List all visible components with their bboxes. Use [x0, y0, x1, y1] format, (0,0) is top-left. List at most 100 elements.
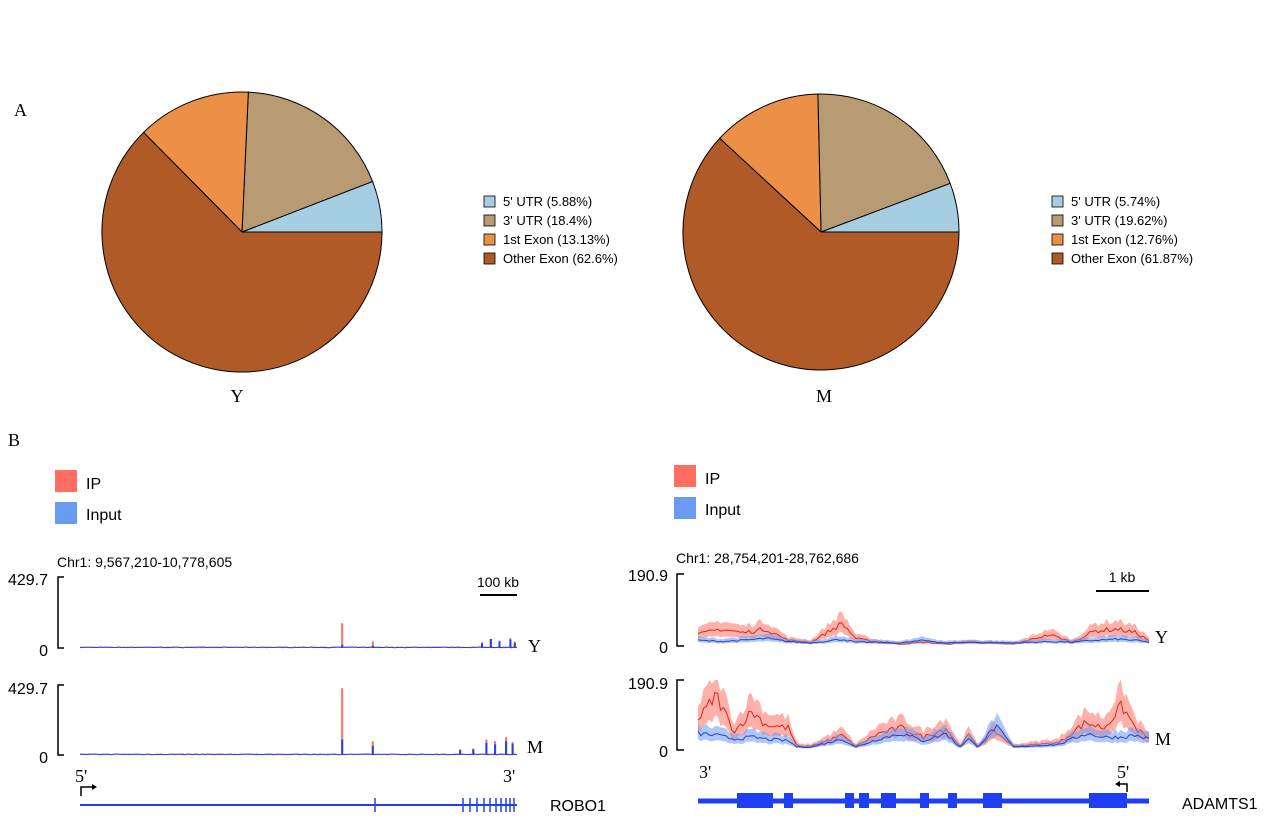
pie-slice-other-exon — [682, 137, 960, 371]
gene-end-right-adamts1: 5' — [1117, 762, 1129, 782]
legend-label-utr5: 5' UTR (5.88%) — [503, 194, 592, 209]
exon — [784, 793, 793, 808]
input-peak — [371, 746, 374, 755]
legend-swatch-utr3 — [483, 214, 496, 227]
input-confidence-band — [698, 633, 1149, 645]
pie-slice-exon1 — [142, 91, 249, 234]
input-peak — [494, 744, 497, 755]
input-mean-line — [697, 724, 1150, 748]
input-peak — [498, 641, 501, 648]
panel-label-a: A — [14, 100, 27, 120]
coverage-track-robo1-y — [79, 623, 518, 649]
coverage-track-adamts1-m — [697, 680, 1150, 749]
pie-slice-utr3 — [817, 93, 951, 233]
input-peak — [472, 749, 475, 755]
y-max-label-adamts1-m: 190.9 — [628, 676, 668, 693]
input-peak — [459, 750, 462, 755]
ip-peak — [371, 641, 374, 648]
tss-arrow-robo1 — [80, 786, 92, 796]
legend-label-exon1: 1st Exon (12.76%) — [1071, 232, 1178, 247]
scale-bar-label-right: 1 kb — [1109, 569, 1136, 585]
y-axis-adamts1-y — [676, 573, 684, 647]
exon — [859, 793, 869, 808]
legend-label-utr5: 5' UTR (5.74%) — [1071, 194, 1160, 209]
gene-end-left-adamts1: 3' — [699, 762, 711, 782]
pie-legend-m: 5' UTR (5.74%) 3' UTR (19.62%) 1st Exon (1… — [1051, 194, 1193, 266]
legend-label-ip-left: IP — [86, 476, 101, 493]
pie-sample-label-y: Y — [231, 386, 244, 406]
region-label-adamts1: Chr1: 28,754,201-28,762,686 — [676, 550, 859, 566]
legend-label-utr3: 3' UTR (18.4%) — [503, 213, 592, 228]
exon — [845, 793, 854, 808]
input-peak — [371, 645, 374, 648]
tss-arrowhead-adamts1 — [1115, 781, 1120, 787]
coverage-track-robo1-m — [79, 688, 518, 756]
tss-arrow-adamts1 — [1120, 783, 1128, 792]
ip-peak — [341, 623, 344, 648]
pie-sample-label-m: M — [816, 386, 832, 406]
y-max-label-robo1-m: 429.7 — [8, 681, 48, 698]
legend-swatch-utr3 — [1051, 214, 1064, 227]
exon — [983, 793, 1002, 808]
legend-swatch-input-left — [55, 502, 77, 524]
gene-end-right-robo1: 3' — [503, 766, 515, 786]
tss-arrowhead-robo1 — [92, 784, 97, 790]
input-peak — [489, 638, 492, 648]
legend-label-utr3: 3' UTR (19.62%) — [1071, 213, 1167, 228]
input-peak — [341, 644, 344, 648]
pie-legend-y: 5' UTR (5.88%) 3' UTR (18.4%) 1st Exon (13… — [483, 194, 618, 266]
ip-confidence-band — [698, 611, 1149, 645]
y-axis-robo1-m — [57, 684, 64, 756]
y-min-label-robo1-y: 0 — [39, 643, 48, 660]
gene-end-left-robo1: 5' — [75, 766, 87, 786]
input-peak — [341, 739, 344, 755]
legend-swatch-other-exon — [1051, 252, 1064, 265]
y-axis-robo1-y — [57, 576, 64, 649]
pie-slice-other-exon — [101, 131, 383, 373]
scale-bar-label-left: 100 kb — [477, 574, 519, 590]
legend-label-input-right: Input — [705, 502, 741, 519]
legend-swatch-utr5 — [1051, 195, 1064, 208]
legend-swatch-input-right — [674, 497, 696, 519]
legend-swatch-ip-right — [674, 465, 696, 487]
exon — [737, 793, 773, 808]
legend-label-other-exon: Other Exon (62.6%) — [503, 251, 618, 266]
exon — [948, 793, 957, 808]
input-peak — [511, 743, 514, 755]
exon — [1089, 793, 1127, 808]
gene-name-robo1: ROBO1 — [550, 798, 606, 815]
gene-name-adamts1: ADAMTS1 — [1182, 796, 1258, 813]
y-max-label-robo1-y: 429.7 — [8, 572, 48, 589]
input-baseline — [79, 646, 518, 649]
ip-peak — [341, 688, 344, 755]
input-baseline — [79, 753, 518, 756]
legend-label-input-left: Input — [86, 507, 122, 524]
track-sample-label-adamts1-y: Y — [1155, 627, 1168, 647]
input-peak — [509, 639, 512, 648]
gene-model-robo1 — [80, 784, 517, 812]
track-sample-label-robo1-m: M — [527, 737, 543, 757]
legend-label-ip-right: IP — [705, 471, 720, 488]
track-sample-label-adamts1-m: M — [1155, 729, 1171, 749]
legend-swatch-exon1 — [483, 233, 496, 246]
exon — [920, 793, 929, 808]
gene-model-adamts1 — [698, 781, 1149, 808]
exon — [881, 793, 896, 808]
legend-swatch-utr5 — [483, 195, 496, 208]
region-label-robo1: Chr1: 9,567,210-10,778,605 — [57, 554, 232, 570]
pie-slice-exon1 — [718, 93, 822, 234]
input-peak — [505, 741, 508, 755]
input-peak — [481, 643, 483, 648]
legend-label-other-exon: Other Exon (61.87%) — [1071, 251, 1193, 266]
legend-label-exon1: 1st Exon (13.13%) — [503, 232, 610, 247]
pie-slice-utr3 — [241, 91, 374, 233]
coverage-track-adamts1-y — [697, 611, 1150, 645]
legend-swatch-exon1 — [1051, 233, 1064, 246]
pie-chart-m — [682, 93, 960, 371]
legend-swatch-ip-left — [55, 470, 77, 492]
input-peak — [485, 742, 488, 755]
legend-swatch-other-exon — [483, 252, 496, 265]
input-mean-line — [697, 637, 1150, 644]
input-peak — [513, 643, 516, 648]
track-sample-label-robo1-y: Y — [528, 636, 541, 656]
